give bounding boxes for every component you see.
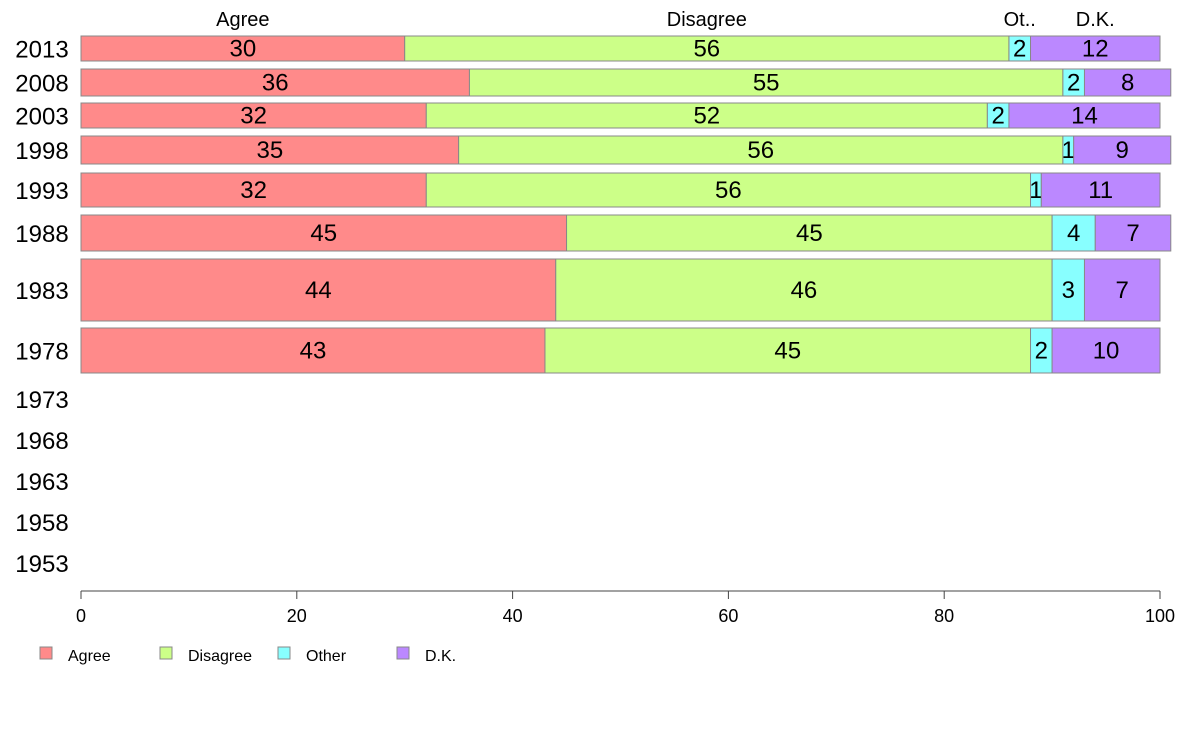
bar-2003-disagree xyxy=(425,102,988,129)
year-labels: 2013 2008 2003 1998 1993 1988 1983 1978 1973 1968… xyxy=(15,37,68,579)
bar-1998-disagree xyxy=(458,135,1064,165)
value-label-1978-dk: 10 xyxy=(1093,338,1120,365)
value-label-1988-dk: 7 xyxy=(1126,220,1139,247)
bar-1988-agree xyxy=(80,214,568,252)
value-label-1988-agree: 45 xyxy=(310,220,337,247)
bar-1998-dk xyxy=(1073,135,1172,165)
bar-2008-dk xyxy=(1083,68,1172,97)
value-label-1993-disagree: 56 xyxy=(715,177,742,204)
x-tick-label-60: 60 xyxy=(718,606,738,626)
year-label-1993: 1993 xyxy=(15,178,68,205)
value-label-1998-disagree: 56 xyxy=(747,137,774,164)
value-label-1988-other: 4 xyxy=(1067,220,1080,247)
value-label-1983-dk: 7 xyxy=(1116,277,1129,304)
year-label-1963: 1963 xyxy=(15,469,68,496)
value-label-2008-other: 2 xyxy=(1067,70,1080,97)
column-header-3: D.K. xyxy=(1076,9,1115,31)
x-tick-label-20: 20 xyxy=(287,606,307,626)
value-label-2008-agree: 36 xyxy=(262,70,289,97)
bar-1988-other xyxy=(1051,214,1096,252)
value-label-1998-dk: 9 xyxy=(1116,137,1129,164)
bar-1993-agree xyxy=(80,172,427,208)
legend-swatch-3 xyxy=(396,646,410,660)
bar-1978-agree xyxy=(80,327,546,374)
legend-label-3: D.K. xyxy=(425,648,456,665)
bar-1993-dk xyxy=(1040,172,1161,208)
bar-1983-other xyxy=(1051,258,1085,322)
column-header-0: Agree xyxy=(216,9,269,31)
year-label-1958: 1958 xyxy=(15,510,68,537)
bar-2013-dk xyxy=(1030,35,1161,62)
x-axis: 0 20 40 60 80 100 xyxy=(76,590,1175,626)
year-label-1978: 1978 xyxy=(15,339,68,366)
value-label-2013-dk: 12 xyxy=(1082,36,1109,63)
bar-2008-disagree xyxy=(468,68,1064,97)
year-label-1953: 1953 xyxy=(15,551,68,578)
column-header-2: Ot.. xyxy=(1004,9,1036,31)
value-label-2013-other: 2 xyxy=(1013,36,1026,63)
legend-label-1: Disagree xyxy=(188,648,252,665)
value-label-1983-agree: 44 xyxy=(305,277,332,304)
bar-1993-disagree xyxy=(425,172,1032,208)
year-label-2008: 2008 xyxy=(15,71,68,98)
bar-2008-agree xyxy=(80,68,470,97)
value-label-1978-agree: 43 xyxy=(300,338,327,365)
value-label-1978-other: 2 xyxy=(1035,338,1048,365)
value-label-2003-dk: 14 xyxy=(1071,103,1098,130)
value-label-1993-dk: 11 xyxy=(1088,177,1113,204)
value-label-1978-disagree: 45 xyxy=(774,338,801,365)
legend: Agree Disagree Other D.K. xyxy=(39,646,456,665)
value-label-1983-other: 3 xyxy=(1062,277,1075,304)
bar-2003-agree xyxy=(80,102,427,129)
value-label-1993-other: 1 xyxy=(1029,177,1042,204)
x-tick-label-80: 80 xyxy=(934,606,954,626)
year-label-1983: 1983 xyxy=(15,278,68,305)
bar-1983-disagree xyxy=(555,258,1053,322)
bar-1998-agree xyxy=(80,135,460,165)
x-tick-label-40: 40 xyxy=(503,606,523,626)
year-label-1973: 1973 xyxy=(15,387,68,414)
bar-2013-agree xyxy=(80,35,406,62)
bar-1983-dk xyxy=(1083,258,1161,322)
legend-swatch-2 xyxy=(277,646,291,660)
year-label-1998: 1998 xyxy=(15,138,68,165)
value-label-1998-agree: 35 xyxy=(256,137,283,164)
year-label-2013: 2013 xyxy=(15,37,68,64)
value-label-1983-disagree: 46 xyxy=(791,277,818,304)
bar-1988-disagree xyxy=(566,214,1053,252)
value-label-1998-other: 1 xyxy=(1062,137,1075,164)
bar-1978-dk xyxy=(1051,327,1161,374)
value-label-2003-agree: 32 xyxy=(240,103,267,130)
value-label-2003-disagree: 52 xyxy=(693,103,720,130)
column-header-1: Disagree xyxy=(667,9,747,31)
value-label-1988-disagree: 45 xyxy=(796,220,823,247)
value-label-1993-agree: 32 xyxy=(240,177,267,204)
column-headers: Agree Disagree Ot.. D.K. xyxy=(216,9,1115,31)
x-tick-label-0: 0 xyxy=(76,606,86,626)
bar-2003-dk xyxy=(1008,102,1161,129)
x-tick-label-100: 100 xyxy=(1145,606,1175,626)
year-label-2003: 2003 xyxy=(15,104,68,131)
bar-1988-dk xyxy=(1094,214,1172,252)
bar-1978-disagree xyxy=(544,327,1032,374)
year-label-1988: 1988 xyxy=(15,221,68,248)
legend-swatch-0 xyxy=(39,646,53,660)
legend-label-2: Other xyxy=(306,648,347,665)
legend-label-0: Agree xyxy=(68,648,111,665)
value-label-2003-other: 2 xyxy=(991,103,1004,130)
bar-2013-disagree xyxy=(404,35,1010,62)
value-label-2013-disagree: 56 xyxy=(693,36,720,63)
value-label-2008-dk: 8 xyxy=(1121,70,1134,97)
legend-swatch-1 xyxy=(159,646,173,660)
bar-1983-agree xyxy=(80,258,557,322)
year-label-1968: 1968 xyxy=(15,428,68,455)
value-label-2008-disagree: 55 xyxy=(753,70,780,97)
value-label-2013-agree: 30 xyxy=(229,36,256,63)
